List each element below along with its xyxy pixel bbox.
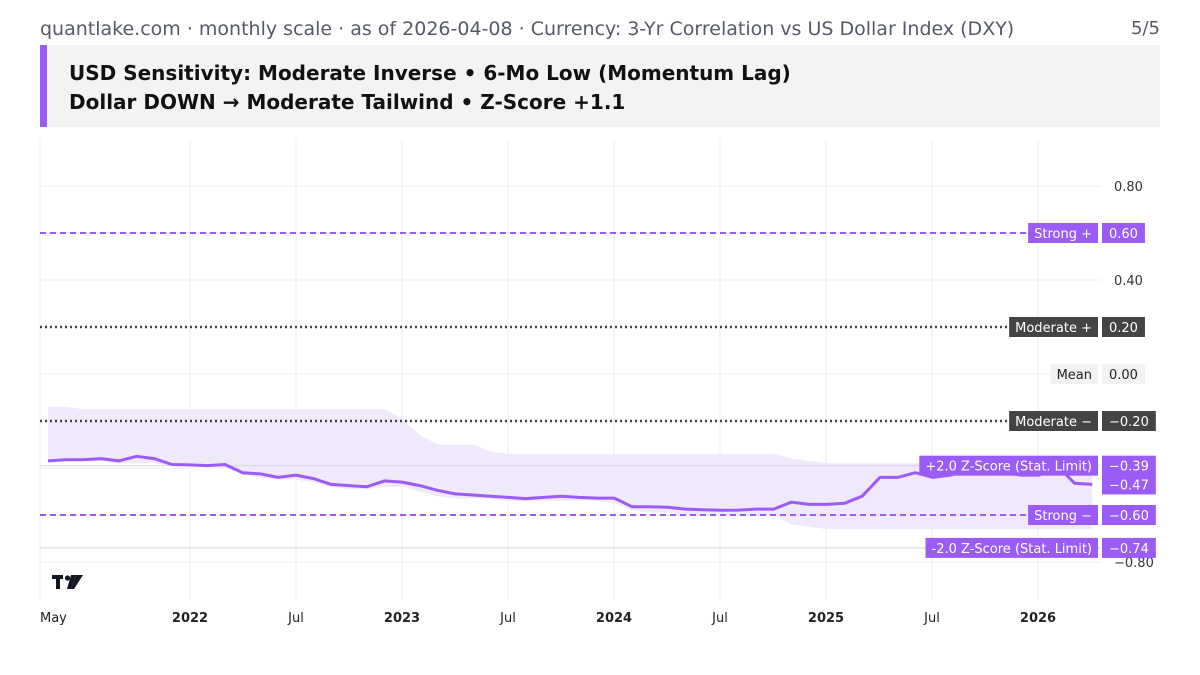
reference-value: 0.20 — [1109, 321, 1138, 336]
last-value-label: −0.47 — [1109, 478, 1149, 493]
x-axis-tick-label: Jul — [499, 611, 516, 626]
y-axis-tick-label: 0.80 — [1114, 180, 1143, 195]
reference-value-box — [1102, 505, 1156, 525]
page-indicator: 5/5 — [1131, 18, 1160, 39]
x-axis-tick-label: 2023 — [384, 611, 420, 626]
reference-value: −0.39 — [1109, 460, 1149, 475]
chart-title: USD Sensitivity: Moderate Inverse • 6-Mo… — [69, 61, 791, 85]
x-axis-tick-label: 2026 — [1020, 611, 1056, 626]
reference-label: -2.0 Z-Score (Stat. Limit) — [932, 542, 1092, 557]
x-axis-tick-label: 2022 — [172, 611, 208, 626]
reference-value: −0.74 — [1109, 542, 1149, 557]
reference-value-box — [1102, 537, 1156, 558]
reference-label-box — [919, 455, 1098, 476]
reference-label: Mean — [1057, 368, 1092, 383]
reference-label: Strong + — [1034, 227, 1092, 242]
reference-value-box — [1102, 455, 1156, 476]
reference-label: Moderate + — [1015, 321, 1092, 336]
header-subtitle: quantlake.com · monthly scale · as of 20… — [40, 18, 1015, 40]
reference-value: 0.00 — [1109, 368, 1138, 383]
reference-value: 0.60 — [1109, 227, 1138, 242]
reference-label-box — [1009, 411, 1098, 431]
reference-value-box — [1102, 223, 1145, 243]
y-axis-tick-label: −0.80 — [1114, 556, 1154, 571]
y-axis-tick-label: 0.40 — [1114, 274, 1143, 289]
x-axis-tick-label: 2024 — [596, 611, 632, 626]
x-axis-tick-label: Jul — [287, 611, 304, 626]
reference-label: Strong − — [1034, 509, 1092, 524]
reference-value-box — [1102, 364, 1145, 384]
x-axis-tick-label: 2025 — [808, 611, 844, 626]
chart-subtitle: Dollar DOWN → Moderate Tailwind • Z-Scor… — [69, 90, 626, 114]
reference-label: Moderate − — [1015, 415, 1092, 430]
reference-value-box — [1102, 411, 1156, 431]
x-axis-tick-label: Jul — [711, 611, 728, 626]
x-axis-tick-label: Jul — [923, 611, 940, 626]
reference-label-box — [1009, 317, 1098, 337]
chart-title-box: USD Sensitivity: Moderate Inverse • 6-Mo… — [40, 45, 1160, 127]
reference-value-box — [1102, 317, 1145, 337]
reference-label: +2.0 Z-Score (Stat. Limit) — [925, 460, 1092, 475]
reference-label-box — [1028, 505, 1098, 525]
tradingview-logo-icon — [52, 575, 83, 589]
reference-label-box — [925, 537, 1098, 558]
reference-value: −0.60 — [1109, 509, 1149, 524]
z-score-band — [48, 406, 1093, 530]
reference-label-box — [1050, 364, 1098, 384]
x-axis-tick-label: May — [40, 611, 67, 626]
reference-value: −0.20 — [1109, 415, 1149, 430]
last-value-box — [1102, 474, 1156, 495]
reference-label-box — [1028, 223, 1098, 243]
series-line-correlation — [47, 454, 1093, 512]
